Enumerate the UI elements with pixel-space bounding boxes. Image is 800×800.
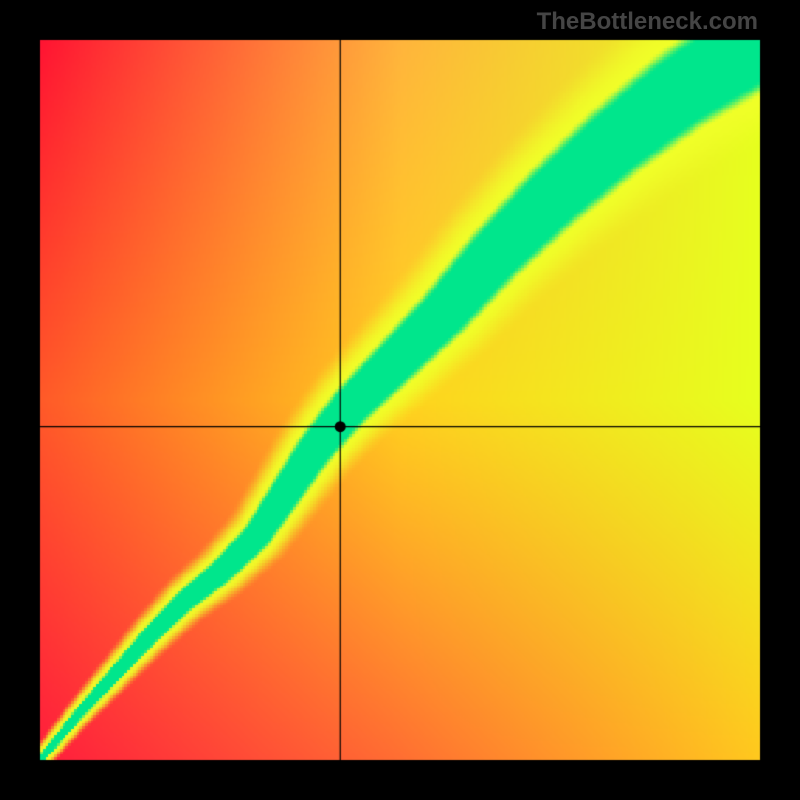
bottleneck-heatmap bbox=[0, 0, 800, 800]
watermark-label: TheBottleneck.com bbox=[537, 8, 758, 36]
